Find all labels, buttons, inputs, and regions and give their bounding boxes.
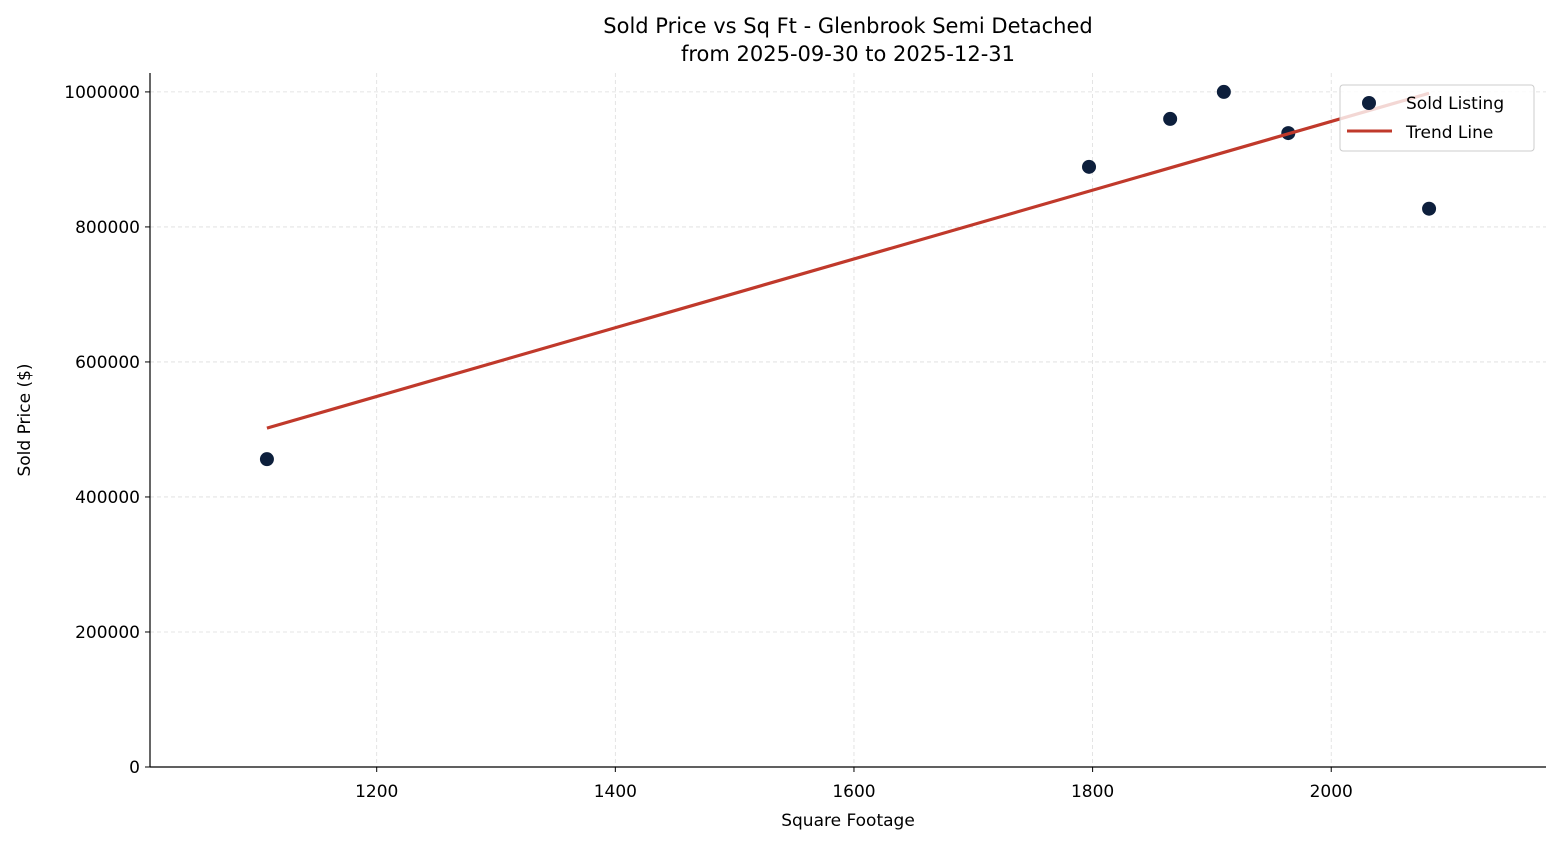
x-axis-label: Square Footage bbox=[781, 811, 915, 831]
chart-subtitle: from 2025-09-30 to 2025-12-31 bbox=[681, 42, 1015, 66]
grid bbox=[150, 73, 1546, 768]
chart-title: Sold Price vs Sq Ft - Glenbrook Semi Det… bbox=[603, 14, 1092, 38]
legend-label-trend-line: Trend Line bbox=[1405, 123, 1493, 143]
data-point bbox=[1216, 84, 1231, 99]
trend-line bbox=[266, 91, 1430, 430]
data-point bbox=[1422, 201, 1437, 216]
legend-box bbox=[1339, 84, 1535, 152]
marks bbox=[259, 84, 1437, 467]
y-tick-label: 1000000 bbox=[64, 83, 140, 103]
y-tick-label: 200000 bbox=[75, 623, 140, 643]
data-point bbox=[1082, 159, 1097, 174]
y-tick-label: 600000 bbox=[75, 353, 140, 373]
x-tick-label: 1200 bbox=[355, 782, 398, 802]
y-axis-label: Sold Price ($) bbox=[15, 363, 35, 476]
y-tick-label: 0 bbox=[129, 758, 140, 778]
x-tick-label: 1600 bbox=[832, 782, 875, 802]
data-point bbox=[1163, 111, 1178, 126]
data-point bbox=[259, 452, 274, 467]
x-tick-label: 2000 bbox=[1310, 782, 1353, 802]
x-tick-label: 1800 bbox=[1071, 782, 1114, 802]
legend: Sold Listing Trend Line bbox=[1339, 84, 1535, 152]
legend-label-sold-listing: Sold Listing bbox=[1406, 94, 1504, 114]
x-tick-label: 1400 bbox=[594, 782, 637, 802]
y-tick-label: 800000 bbox=[75, 218, 140, 238]
y-tick-label: 400000 bbox=[75, 488, 140, 508]
legend-marker-sold-listing bbox=[1362, 96, 1376, 110]
axes: 1200 1400 1600 1800 2000 0 200000 400000 600000 8… bbox=[64, 73, 1546, 802]
